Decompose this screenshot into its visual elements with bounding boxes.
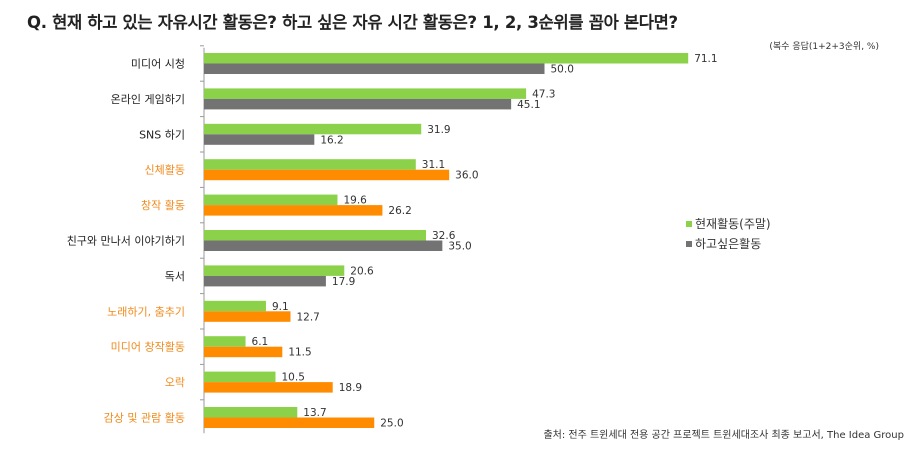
bar-current — [204, 407, 298, 418]
data-label: 45.1 — [517, 99, 540, 111]
data-label: 47.3 — [532, 88, 555, 100]
data-label: 31.1 — [422, 159, 445, 171]
legend-swatch-wanted — [686, 241, 692, 247]
chart-note: (복수 응답(1+2+3순위, %) — [769, 42, 879, 52]
legend-swatch-current — [686, 221, 692, 227]
bar-wanted — [204, 240, 443, 251]
data-label: 6.1 — [252, 336, 269, 348]
data-label: 31.9 — [427, 124, 450, 136]
data-label: 18.9 — [339, 382, 362, 394]
bar-current — [204, 123, 422, 135]
data-label: 11.5 — [288, 347, 311, 359]
category-label: 신체활동 — [145, 163, 185, 177]
bar-wanted — [204, 346, 283, 358]
category-label: 창작 활동 — [141, 198, 185, 212]
source-caption: 출처: 전주 트윈세대 전용 공간 프로젝트 트윈세대조사 최종 보고서, Th… — [543, 430, 904, 441]
data-label: 25.0 — [380, 418, 403, 430]
data-label: 16.2 — [320, 134, 343, 146]
category-label: 미디어 시청 — [131, 58, 185, 71]
category-label: SNS 하기 — [139, 127, 185, 141]
chart-title: Q. 현재 하고 있는 자유시간 활동은? 하고 싶은 자유 시간 활동은? 1… — [27, 13, 678, 32]
bar-wanted — [204, 205, 383, 216]
bar-wanted — [204, 63, 545, 74]
bar-wanted — [204, 382, 333, 393]
data-label: 35.0 — [448, 241, 471, 253]
bar-wanted — [204, 98, 512, 110]
data-label: 71.1 — [694, 53, 717, 65]
bar-current — [204, 230, 427, 241]
data-label: 36.0 — [455, 170, 478, 182]
bar-wanted — [204, 169, 450, 181]
category-label: 오락 — [165, 376, 185, 389]
bar-wanted — [204, 311, 291, 322]
data-label: 12.7 — [296, 311, 319, 323]
data-label: 17.9 — [332, 276, 355, 288]
category-label: 온라인 게임하기 — [111, 92, 185, 106]
data-label: 32.6 — [432, 230, 456, 242]
category-label: 감상 및 관람 활동 — [104, 411, 185, 425]
bar-current — [204, 265, 345, 276]
data-label: 20.6 — [350, 265, 374, 277]
bar-wanted — [204, 134, 315, 145]
bar-current — [204, 194, 338, 206]
data-label: 13.7 — [303, 407, 326, 419]
category-label: 독서 — [165, 270, 185, 283]
data-label: 9.1 — [272, 301, 289, 313]
legend-label-current: 현재활동(주말) — [695, 217, 771, 231]
bar-current — [204, 300, 266, 312]
legend-label-wanted: 하고싶은활동 — [695, 237, 761, 251]
category-label: 친구와 만나서 이야기하기 — [67, 234, 185, 248]
category-label: 노래하기, 춤추기 — [107, 304, 185, 318]
category-label: 미디어 창작활동 — [111, 340, 185, 354]
bar-wanted — [204, 417, 375, 428]
bar-current — [204, 88, 527, 99]
bar-wanted — [204, 275, 326, 287]
bar-current — [204, 371, 276, 383]
bar-current — [204, 336, 246, 347]
bar-current — [204, 53, 689, 64]
data-label: 50.0 — [551, 64, 574, 76]
data-label: 10.5 — [282, 372, 305, 384]
data-label: 19.6 — [343, 195, 367, 207]
data-label: 26.2 — [388, 205, 411, 217]
bar-current — [204, 159, 416, 170]
